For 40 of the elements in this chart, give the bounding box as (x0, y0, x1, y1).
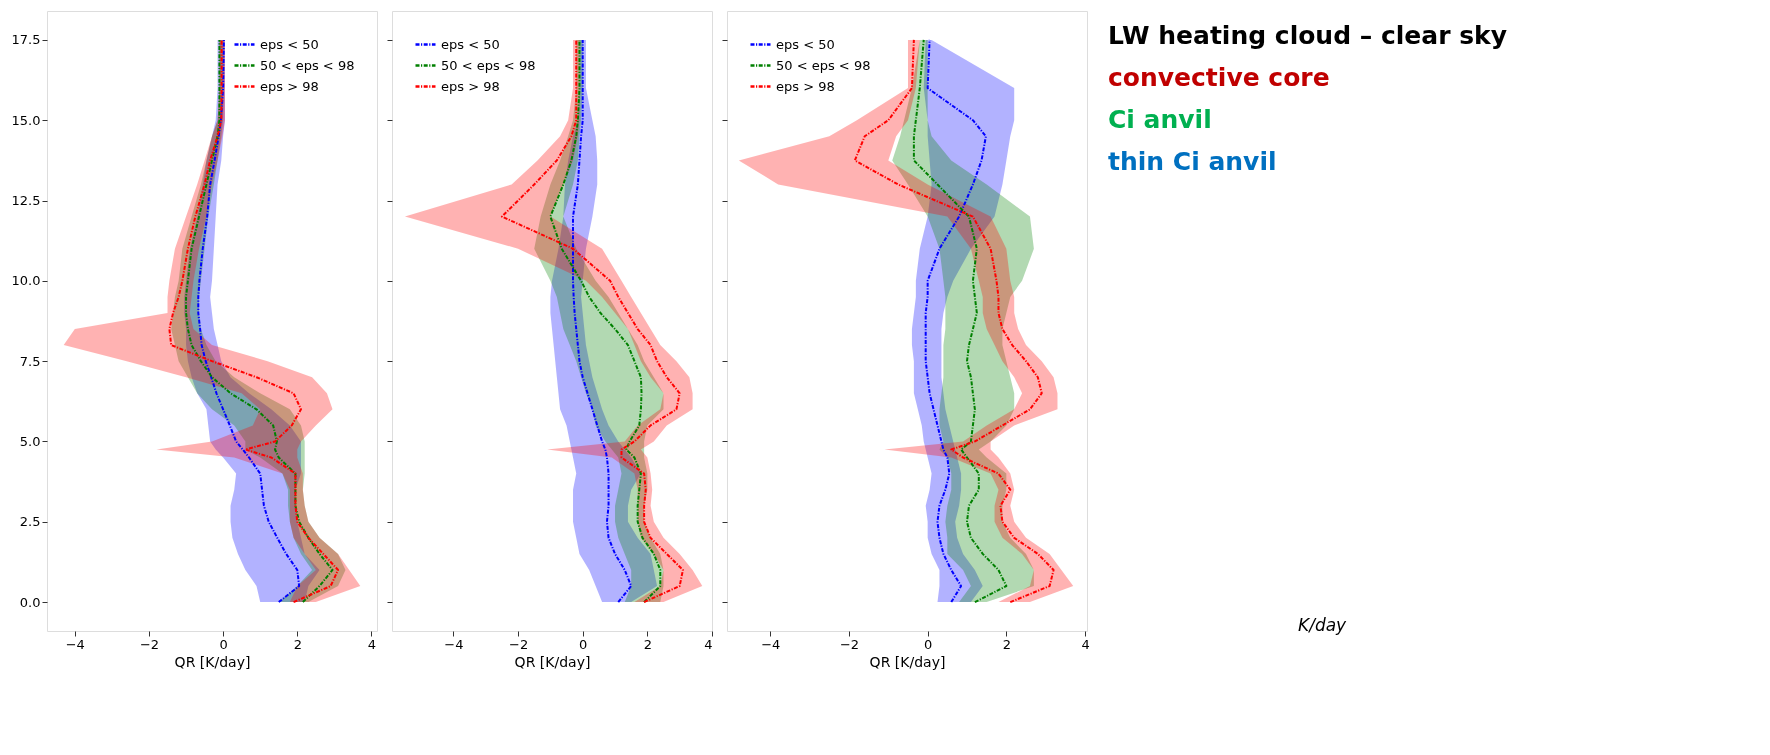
text: convective core (1108, 63, 1330, 92)
x-tick-label: −2 (139, 636, 160, 652)
y-tick-label: 15.0 (11, 112, 41, 128)
legend-label: eps < 50 (776, 36, 835, 52)
legend-label: eps > 98 (441, 78, 500, 94)
y-tick-label: 12.5 (11, 193, 41, 209)
y-tick-label: 0.0 (19, 594, 41, 610)
text: thin Ci anvil (1108, 147, 1277, 176)
x-tick-label: −4 (65, 636, 85, 652)
x-tick-label: 0 (924, 636, 933, 652)
x-tick-label: −2 (839, 636, 860, 652)
legend-label: eps > 98 (260, 78, 319, 94)
legend-label: eps < 50 (441, 36, 500, 52)
y-tick-label: 10.0 (11, 273, 41, 289)
x-tick-label: 2 (1002, 636, 1011, 652)
x-tick-label: 4 (367, 636, 377, 652)
legend-label: 50 < eps < 98 (260, 57, 355, 73)
x-tick-label: −4 (444, 636, 464, 652)
x-tick-label: 2 (293, 636, 302, 652)
x-tick-label: −2 (508, 636, 529, 652)
x-tick-label: 4 (704, 636, 713, 652)
x-tick-label: −4 (761, 636, 781, 652)
legend-label: eps > 98 (776, 78, 835, 94)
x-axis-title: QR [K/day] (174, 653, 251, 670)
legend-label: eps < 50 (260, 36, 319, 52)
text: Ci anvil (1108, 105, 1212, 134)
x-axis-title: QR [K/day] (869, 653, 946, 670)
x-tick-label: 0 (579, 636, 588, 652)
y-tick-label: 5.0 (19, 433, 41, 449)
x-tick-label: 2 (643, 636, 652, 652)
text: LW heating cloud – clear sky (1108, 21, 1508, 50)
y-tick-label: 17.5 (11, 32, 41, 48)
x-tick-label: 4 (1081, 636, 1090, 652)
legend-label: 50 < eps < 98 (776, 57, 871, 73)
legend-label: 50 < eps < 98 (441, 57, 536, 73)
x-axis-title: QR [K/day] (514, 653, 591, 670)
y-tick-label: 2.5 (19, 514, 41, 530)
x-tick-label: 0 (219, 636, 228, 652)
text: K/day (1298, 615, 1348, 635)
y-tick-label: 7.5 (19, 353, 41, 369)
